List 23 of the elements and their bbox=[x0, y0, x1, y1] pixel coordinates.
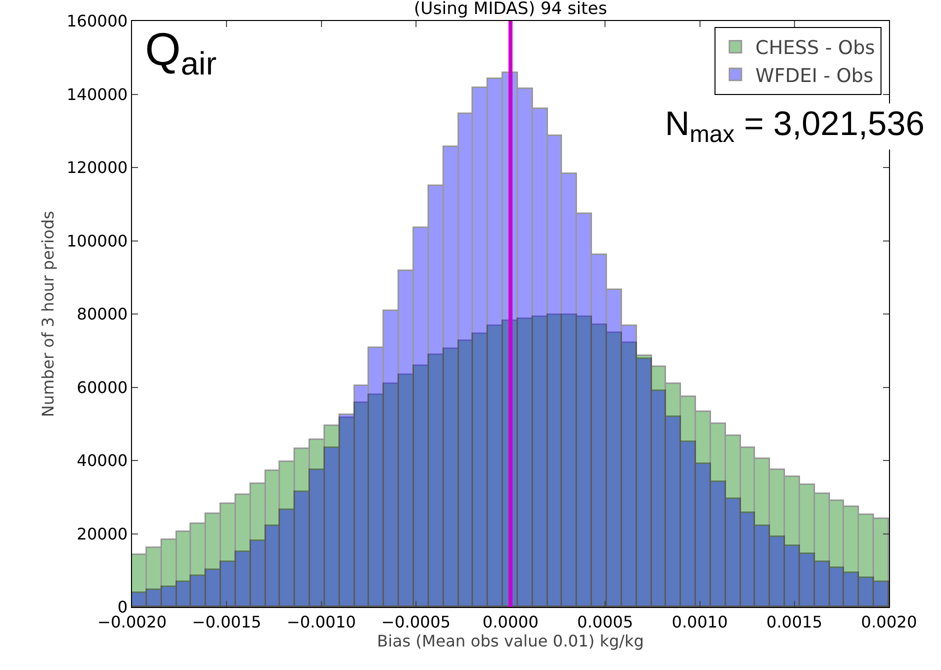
chart-title: (Using MIDAS) 94 sites bbox=[414, 0, 608, 19]
x-tick-label: 0.0000 bbox=[482, 612, 538, 632]
y-tick-label: 120000 bbox=[66, 158, 128, 178]
x-tick-label: −0.0005 bbox=[381, 612, 451, 632]
annotation: N$_{max}$ = 3,021,536 bbox=[665, 105, 925, 148]
x-tick-label: 0.0015 bbox=[766, 612, 822, 632]
y-tick-label: 100000 bbox=[66, 231, 128, 250]
x-tick-label: −0.0015 bbox=[192, 612, 262, 632]
y-tick-label: 160000 bbox=[66, 12, 128, 31]
x-tick-label: −0.0010 bbox=[286, 612, 356, 632]
legend-label: WFDEI - Obs bbox=[755, 64, 874, 87]
legend-label: CHESS - Obs bbox=[755, 37, 875, 60]
y-axis-title: Number of 3 hour periods bbox=[38, 210, 58, 418]
x-tick-label: 0.0010 bbox=[672, 612, 728, 632]
y-tick-label: 60000 bbox=[76, 378, 128, 397]
x-tick-label: 0.0020 bbox=[861, 612, 917, 632]
y-tick-label: 140000 bbox=[66, 84, 128, 104]
y-tick-label: 20000 bbox=[76, 524, 128, 544]
annotation: Q$_{air}$ bbox=[145, 23, 217, 82]
x-tick-label: 0.0005 bbox=[577, 612, 634, 632]
y-tick-label: 40000 bbox=[76, 451, 128, 470]
x-axis-title: Bias (Mean obs value 0.01) kg/kg bbox=[377, 631, 644, 650]
y-tick-label: 80000 bbox=[76, 304, 128, 324]
